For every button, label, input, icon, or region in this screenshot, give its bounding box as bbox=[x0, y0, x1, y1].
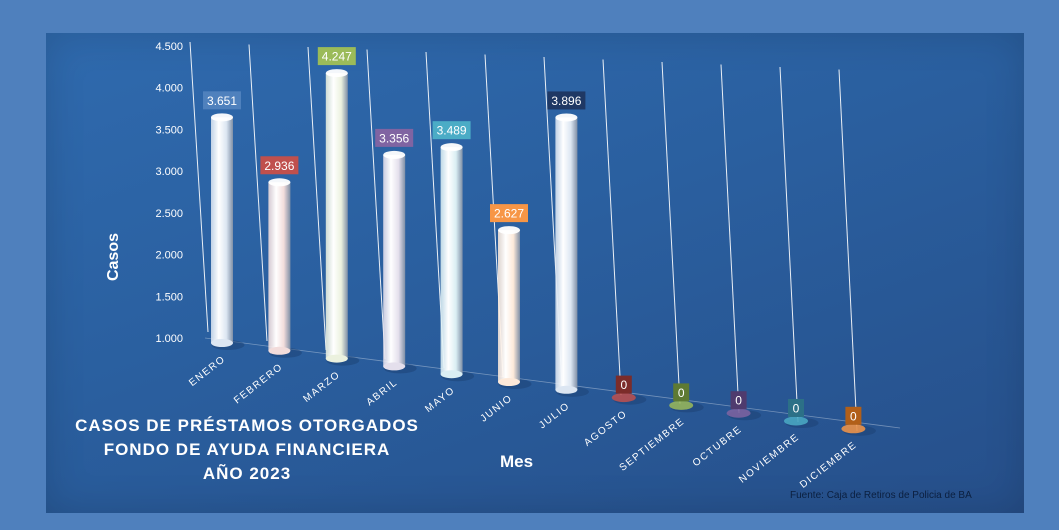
grid-line bbox=[366, 49, 386, 360]
bar-top bbox=[325, 69, 348, 78]
y-tick-label: 2.500 bbox=[155, 208, 183, 220]
data-label-bg bbox=[615, 375, 632, 394]
data-label-bg bbox=[845, 406, 862, 425]
chart-panel bbox=[46, 33, 1024, 513]
bar bbox=[726, 408, 751, 418]
bar-base bbox=[211, 339, 233, 347]
grid-line bbox=[189, 41, 209, 333]
bar-top bbox=[498, 226, 520, 235]
bar bbox=[498, 230, 520, 382]
x-tick-label: OCTUBRE bbox=[691, 424, 745, 469]
data-label: 3.896 bbox=[551, 94, 581, 108]
y-tick-label: 4.500 bbox=[155, 41, 183, 53]
data-label-bg bbox=[317, 47, 356, 66]
data-label: 0 bbox=[850, 409, 857, 423]
bar-base bbox=[440, 370, 463, 379]
bar bbox=[383, 154, 406, 367]
bar-top bbox=[555, 113, 578, 122]
bar-top bbox=[383, 150, 406, 159]
x-tick-label: MARZO bbox=[302, 369, 343, 405]
data-label-bg bbox=[375, 128, 414, 147]
x-tick-label: JULIO bbox=[537, 400, 572, 431]
data-label: 2.627 bbox=[494, 207, 524, 221]
bar bbox=[325, 73, 348, 359]
chart-title: CASOS DE PRÉSTAMOS OTORGADOS FONDO DE AY… bbox=[62, 414, 432, 486]
bar bbox=[669, 400, 694, 410]
bar bbox=[268, 182, 291, 351]
data-label: 4.247 bbox=[322, 50, 352, 64]
bar bbox=[841, 424, 866, 434]
data-label-bg bbox=[788, 399, 804, 417]
data-label-bg bbox=[432, 121, 471, 140]
data-label: 0 bbox=[735, 394, 742, 408]
data-label-bg bbox=[673, 383, 690, 402]
y-axis-label: Casos bbox=[105, 232, 122, 282]
chart-title-line-1: CASOS DE PRÉSTAMOS OTORGADOS bbox=[75, 416, 419, 435]
x-tick-label: AGOSTO bbox=[582, 408, 629, 448]
x-tick-label: FEBRERO bbox=[232, 361, 285, 406]
bar-base bbox=[268, 346, 291, 355]
data-label: 3.651 bbox=[207, 94, 237, 108]
grid-line bbox=[248, 44, 268, 342]
bar bbox=[784, 416, 808, 426]
data-label: 3.356 bbox=[379, 131, 409, 145]
y-tick-label: 4.000 bbox=[155, 83, 183, 95]
data-label-bg bbox=[730, 391, 747, 410]
x-tick-label: DICIEMBRE bbox=[798, 439, 859, 490]
data-label: 0 bbox=[793, 402, 800, 416]
grid-line bbox=[720, 64, 740, 414]
x-tick-label: SEPTIEMBRE bbox=[618, 416, 687, 474]
grid-line bbox=[779, 66, 799, 423]
grid-line bbox=[307, 46, 327, 351]
chart-title-line-3: AÑO 2023 bbox=[202, 464, 292, 483]
x-tick-label: ABRIL bbox=[365, 377, 400, 408]
bar-base bbox=[498, 378, 520, 386]
data-label: 2.936 bbox=[264, 159, 294, 173]
y-tick-label: 2.000 bbox=[155, 250, 183, 262]
grid-line bbox=[661, 61, 681, 405]
data-label-bg bbox=[260, 156, 299, 175]
x-tick-label: ENERO bbox=[187, 354, 228, 389]
x-tick-label: NOVIEMBRE bbox=[737, 432, 802, 486]
data-label: 0 bbox=[620, 378, 627, 392]
source-note: Fuente: Caja de Retiros de Policia de BA bbox=[790, 490, 972, 501]
bar bbox=[611, 393, 636, 403]
bar-top bbox=[440, 143, 463, 152]
bar-base bbox=[555, 385, 578, 394]
data-label: 0 bbox=[678, 386, 685, 400]
data-label-bg bbox=[203, 91, 241, 110]
bar bbox=[211, 117, 233, 343]
bar-top bbox=[211, 113, 233, 122]
x-tick-label: JUNIO bbox=[479, 393, 515, 425]
data-label-bg bbox=[547, 91, 586, 110]
bar-top bbox=[268, 178, 291, 187]
y-tick-label: 3.500 bbox=[155, 124, 183, 136]
bar bbox=[440, 147, 463, 375]
y-tick-label: 1.000 bbox=[155, 333, 183, 345]
chart-title-line-2: FONDO DE AYUDA FINANCIERA bbox=[103, 440, 391, 459]
bar-base bbox=[325, 354, 348, 363]
floor-edge bbox=[204, 337, 901, 429]
x-tick-label: MAYO bbox=[423, 385, 457, 415]
bar bbox=[555, 117, 578, 390]
y-tick-label: 1.500 bbox=[155, 291, 183, 303]
grid-line bbox=[602, 59, 622, 396]
bar-base bbox=[383, 362, 406, 371]
grid-line bbox=[838, 69, 858, 432]
y-tick-label: 3.000 bbox=[155, 166, 183, 178]
data-label: 3.489 bbox=[437, 124, 467, 138]
data-label-bg bbox=[490, 204, 528, 223]
x-axis-label: Mes bbox=[500, 452, 534, 471]
